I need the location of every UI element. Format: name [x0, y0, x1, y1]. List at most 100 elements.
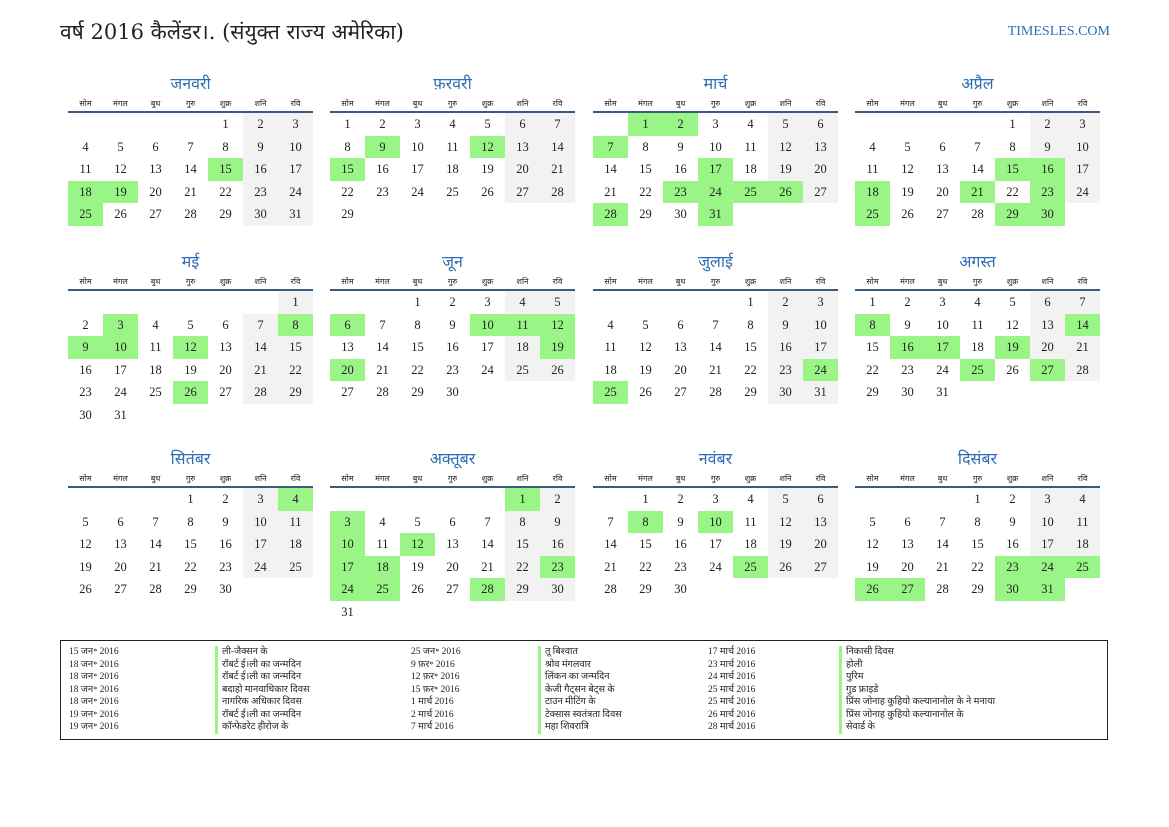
day-cell[interactable]: 30 — [243, 203, 278, 226]
day-cell[interactable]: 26 — [540, 358, 575, 381]
day-cell[interactable]: 20 — [114, 559, 127, 574]
day-cell[interactable]: 13 — [901, 537, 914, 551]
day-cell[interactable]: 3 — [414, 117, 421, 131]
day-cell[interactable]: 4 — [505, 291, 540, 314]
day-cell[interactable]: 9 — [540, 510, 575, 533]
day-cell[interactable]: 6 — [1030, 291, 1065, 314]
day-cell[interactable]: 6 — [505, 113, 540, 136]
day-cell[interactable]: 3 — [484, 295, 491, 309]
day-cell[interactable]: 12 — [540, 313, 575, 336]
day-cell[interactable]: 28 — [149, 582, 162, 596]
day-cell[interactable]: 29 — [278, 381, 313, 404]
day-cell[interactable]: 25 — [446, 184, 459, 199]
day-cell[interactable]: 13 — [114, 537, 127, 551]
day-cell[interactable]: 23 — [995, 555, 1030, 578]
day-cell[interactable]: 15 — [971, 537, 984, 551]
day-cell[interactable]: 4 — [379, 514, 386, 529]
day-cell[interactable]: 5 — [869, 514, 876, 529]
day-cell[interactable]: 11 — [744, 514, 757, 529]
day-cell[interactable]: 7 — [379, 317, 386, 332]
day-cell[interactable]: 30 — [219, 582, 232, 596]
day-cell[interactable]: 22 — [971, 559, 984, 574]
day-cell[interactable]: 15 — [639, 162, 652, 176]
day-cell[interactable]: 4 — [747, 492, 754, 506]
day-cell[interactable]: 29 — [219, 207, 232, 221]
day-cell[interactable]: 20 — [446, 559, 459, 574]
day-cell[interactable]: 30 — [79, 407, 92, 422]
day-cell[interactable]: 8 — [1009, 139, 1016, 154]
day-cell[interactable]: 18 — [68, 180, 103, 203]
day-cell[interactable]: 25 — [855, 203, 890, 226]
day-cell[interactable]: 29 — [971, 582, 984, 596]
day-cell[interactable]: 20 — [803, 158, 838, 181]
day-cell[interactable]: 18 — [505, 336, 540, 359]
day-cell[interactable]: 23 — [446, 362, 459, 377]
day-cell[interactable]: 28 — [593, 203, 628, 226]
day-cell[interactable]: 21 — [243, 358, 278, 381]
day-cell[interactable]: 19 — [995, 336, 1030, 359]
day-cell[interactable]: 7 — [540, 113, 575, 136]
day-cell[interactable]: 5 — [414, 514, 421, 529]
day-cell[interactable]: 12 — [639, 340, 652, 354]
day-cell[interactable]: 21 — [936, 559, 949, 574]
day-cell[interactable]: 13 — [674, 340, 687, 354]
day-cell[interactable]: 1 — [414, 295, 421, 309]
day-cell[interactable]: 23 — [79, 385, 92, 399]
day-cell[interactable]: 7 — [607, 514, 614, 529]
day-cell[interactable]: 21 — [709, 362, 722, 377]
day-cell[interactable]: 28 — [540, 180, 575, 203]
day-cell[interactable]: 24 — [709, 559, 722, 574]
day-cell[interactable]: 2 — [222, 492, 229, 506]
day-cell[interactable]: 4 — [869, 139, 876, 154]
day-cell[interactable]: 14 — [604, 162, 617, 176]
day-cell[interactable]: 16 — [376, 162, 389, 176]
day-cell[interactable]: 30 — [768, 381, 803, 404]
day-cell[interactable]: 29 — [639, 207, 652, 221]
day-cell[interactable]: 10 — [1065, 135, 1100, 158]
day-cell[interactable]: 10 — [1030, 510, 1065, 533]
day-cell[interactable]: 4 — [278, 488, 313, 511]
day-cell[interactable]: 9 — [222, 514, 229, 529]
day-cell[interactable]: 18 — [149, 362, 162, 377]
day-cell[interactable]: 7 — [187, 139, 194, 154]
day-cell[interactable]: 12 — [114, 162, 127, 176]
day-cell[interactable]: 13 — [341, 340, 354, 354]
day-cell[interactable]: 25 — [365, 578, 400, 601]
day-cell[interactable]: 3 — [1065, 113, 1100, 136]
day-cell[interactable]: 12 — [470, 135, 505, 158]
day-cell[interactable]: 10 — [709, 139, 722, 154]
day-cell[interactable]: 16 — [243, 158, 278, 181]
day-cell[interactable]: 14 — [376, 340, 389, 354]
day-cell[interactable]: 4 — [449, 117, 456, 131]
day-cell[interactable]: 31 — [278, 203, 313, 226]
day-cell[interactable]: 10 — [278, 135, 313, 158]
day-cell[interactable]: 2 — [540, 488, 575, 511]
day-cell[interactable]: 13 — [1030, 313, 1065, 336]
day-cell[interactable]: 25 — [505, 358, 540, 381]
day-cell[interactable]: 30 — [1030, 203, 1065, 226]
day-cell[interactable]: 20 — [330, 358, 365, 381]
day-cell[interactable]: 26 — [79, 582, 92, 596]
day-cell[interactable]: 16 — [890, 336, 925, 359]
day-cell[interactable]: 16 — [446, 340, 459, 354]
day-cell[interactable]: 19 — [79, 559, 92, 574]
day-cell[interactable]: 25 — [733, 180, 768, 203]
day-cell[interactable]: 30 — [995, 578, 1030, 601]
day-cell[interactable]: 15 — [208, 158, 243, 181]
day-cell[interactable]: 26 — [639, 385, 652, 399]
day-cell[interactable]: 7 — [1065, 291, 1100, 314]
day-cell[interactable]: 6 — [449, 514, 456, 529]
day-cell[interactable]: 29 — [505, 578, 540, 601]
day-cell[interactable]: 31 — [341, 604, 354, 619]
day-cell[interactable]: 23 — [663, 180, 698, 203]
day-cell[interactable]: 1 — [747, 295, 754, 309]
day-cell[interactable]: 24 — [698, 180, 733, 203]
day-cell[interactable]: 3 — [712, 117, 719, 131]
day-cell[interactable]: 3 — [103, 313, 138, 336]
day-cell[interactable]: 3 — [330, 510, 365, 533]
day-cell[interactable]: 16 — [1030, 158, 1065, 181]
day-cell[interactable]: 22 — [866, 362, 879, 377]
day-cell[interactable]: 3 — [803, 291, 838, 314]
day-cell[interactable]: 13 — [149, 162, 162, 176]
day-cell[interactable]: 14 — [540, 135, 575, 158]
